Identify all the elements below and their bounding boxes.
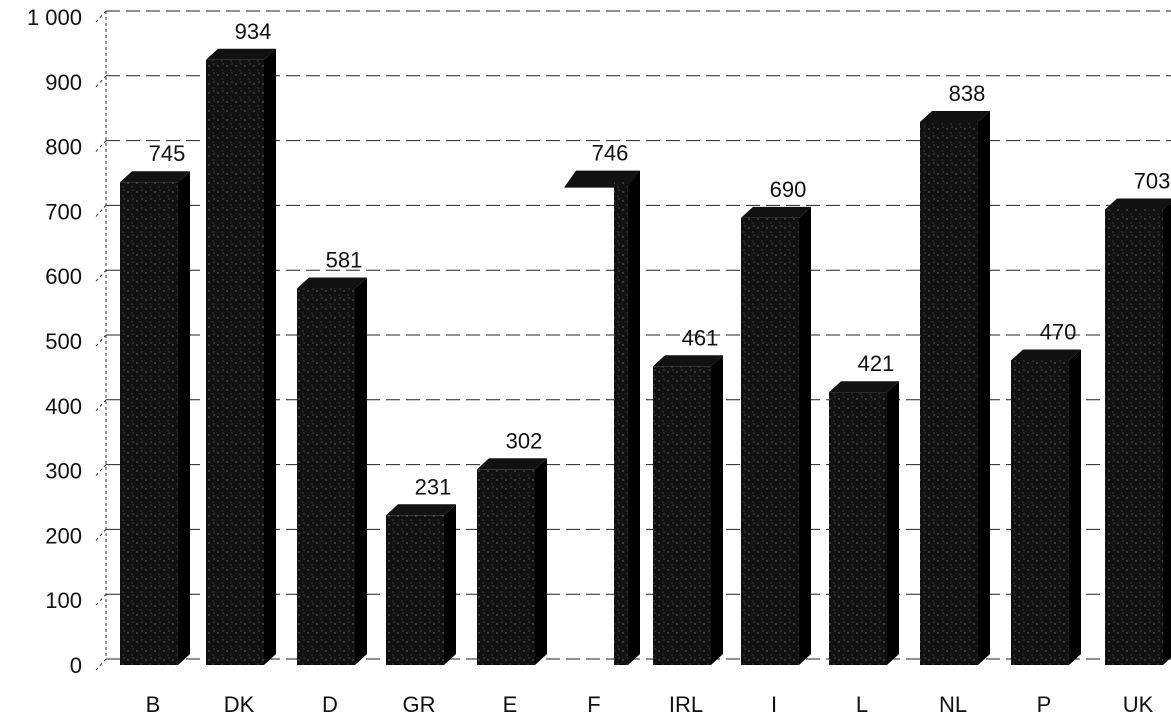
data-label: 745 (149, 141, 186, 166)
bar-side-face (355, 277, 367, 665)
data-label: 690 (770, 177, 807, 202)
data-label: 461 (682, 325, 719, 350)
bar-p (1011, 349, 1081, 665)
axis-tick-diagonal (95, 269, 107, 282)
bar-top-face (1011, 349, 1081, 361)
bar-top-face (120, 171, 190, 183)
axis-tick-diagonal (95, 529, 107, 541)
data-label: 231 (415, 474, 452, 499)
data-label: 581 (326, 248, 363, 273)
category-label: F (587, 692, 600, 717)
y-tick-label: 700 (45, 199, 82, 224)
bar-side-face (178, 171, 190, 666)
y-tick-label: 600 (45, 264, 82, 289)
bar-top-face (477, 458, 547, 470)
bar-side-face (799, 206, 811, 665)
bar-side-face (1069, 349, 1081, 665)
y-tick-label: 300 (45, 459, 82, 484)
bar-dk (206, 48, 276, 665)
bar-front-face (386, 515, 444, 665)
bar-front-face (920, 121, 978, 665)
category-label: DK (224, 692, 255, 717)
bar-top-face (920, 110, 990, 122)
y-axis: 0 100 200 300 400 500 600 700 800 900 1 000 (27, 5, 107, 678)
bar-top-face (829, 381, 899, 393)
category-label: P (1037, 692, 1052, 717)
data-label: 421 (858, 351, 895, 376)
y-tick-label: 800 (45, 135, 82, 160)
y-tick-label: 0 (70, 653, 82, 678)
bar-front-face (477, 469, 535, 665)
category-label: NL (939, 692, 967, 717)
bar-d (297, 277, 367, 665)
y-tick-label: 100 (45, 588, 82, 613)
y-tick-label: 400 (45, 394, 82, 419)
category-label: E (503, 692, 518, 717)
bar-front-face (653, 366, 711, 665)
y-tick-label: 200 (45, 523, 82, 548)
axis-tick-diagonal (95, 593, 107, 606)
bar-side-face (978, 110, 990, 665)
bar-top-face (741, 206, 811, 218)
axis-tick-diagonal (95, 75, 107, 88)
category-label: L (856, 692, 868, 717)
data-label: 746 (592, 141, 629, 166)
y-tick-label: 500 (45, 329, 82, 354)
bar-top-face (297, 277, 367, 289)
data-label: 470 (1040, 319, 1077, 344)
y-tick-label: 900 (45, 70, 82, 95)
y-tick-label: 1 000 (27, 5, 82, 30)
category-label: UK (1123, 692, 1154, 717)
bar-l (829, 381, 899, 665)
bar-side-face (628, 170, 640, 666)
axis-tick-diagonal (95, 464, 107, 476)
bar-front-face (1105, 209, 1163, 665)
category-label: IRL (669, 692, 703, 717)
category-label: I (771, 692, 777, 717)
category-label: D (322, 692, 338, 717)
bar-irl (653, 355, 723, 665)
bar-front-face (614, 181, 628, 666)
bar-f (564, 170, 640, 666)
bar-side-face (535, 458, 547, 665)
labels: 745 B 934 DK 581 D 231 GR 302 E 746 F 461 IRL 690 I 421 L… (146, 19, 1171, 717)
bar-front-face (829, 392, 887, 665)
axis-tick-diagonal (95, 658, 107, 671)
data-label: 934 (235, 19, 272, 44)
category-label: B (146, 692, 161, 717)
bar-e (477, 458, 547, 665)
bar-b (120, 171, 190, 666)
axis-tick-diagonal (95, 140, 107, 152)
bar-side-face (264, 48, 276, 665)
bar-side-face (887, 381, 899, 665)
bar-side-face (711, 355, 723, 665)
bar-top-face (386, 504, 456, 516)
data-label: 838 (949, 81, 986, 106)
bar-front-face (206, 59, 264, 665)
bar-top-face (653, 355, 723, 367)
bar-i (741, 206, 811, 665)
bars (120, 48, 1171, 666)
data-label: 703 (1134, 168, 1171, 193)
bar-side-face (1163, 202, 1171, 665)
axis-tick-diagonal (95, 334, 107, 347)
data-label: 302 (506, 428, 543, 453)
bar-top-face (564, 170, 640, 188)
bar-top-face (206, 48, 276, 60)
bar-front-face (1011, 360, 1069, 665)
bar-top-face (1105, 198, 1171, 210)
bar-front-face (741, 217, 799, 665)
axis-tick-diagonal (95, 10, 107, 23)
bar-gr (386, 504, 456, 665)
axis-tick-diagonal (95, 399, 107, 412)
bar-uk (1105, 198, 1171, 665)
bar-side-face (444, 504, 456, 665)
axis-tick-diagonal (95, 205, 107, 217)
bar-front-face (120, 182, 178, 666)
category-label: GR (403, 692, 436, 717)
bar-nl (920, 110, 990, 665)
bar-front-face (297, 288, 355, 665)
